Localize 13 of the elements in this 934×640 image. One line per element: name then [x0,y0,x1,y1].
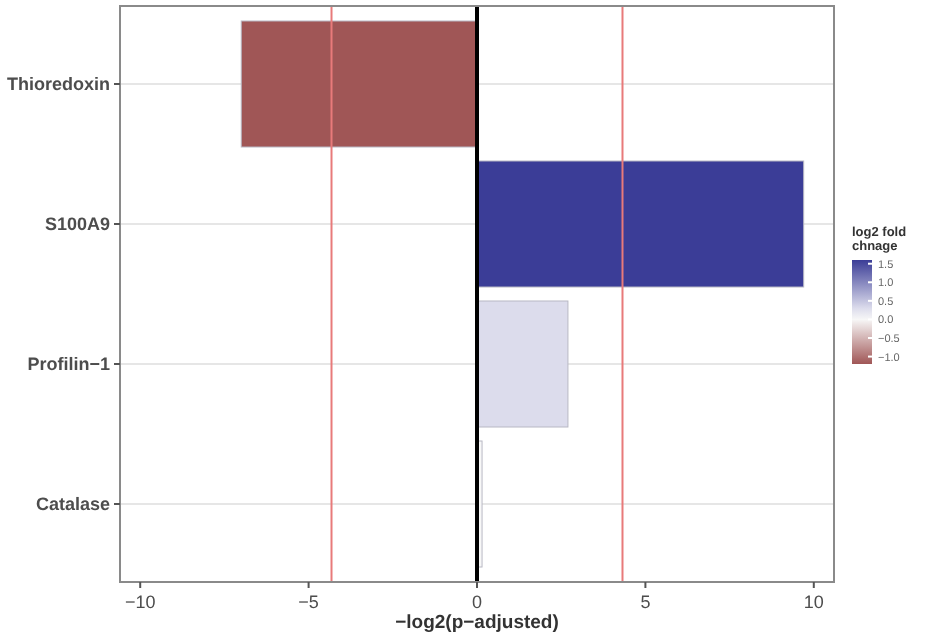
y-tick-label: Profilin−1 [27,354,110,374]
bar [476,160,805,288]
bar [240,20,478,148]
y-tick-label: Thioredoxin [7,74,110,94]
x-tick-label: 0 [471,592,483,612]
bar [476,300,569,428]
x-tick-label: −10 [124,592,156,612]
y-tick-label: S100A9 [44,214,110,234]
y-tick-label: Catalase [35,494,110,514]
x-tick-label: 10 [803,592,824,612]
x-tick-label: 5 [640,592,651,612]
x-tick-label: −5 [298,592,319,612]
x-axis-title: −log2(p−adjusted) [395,612,559,634]
